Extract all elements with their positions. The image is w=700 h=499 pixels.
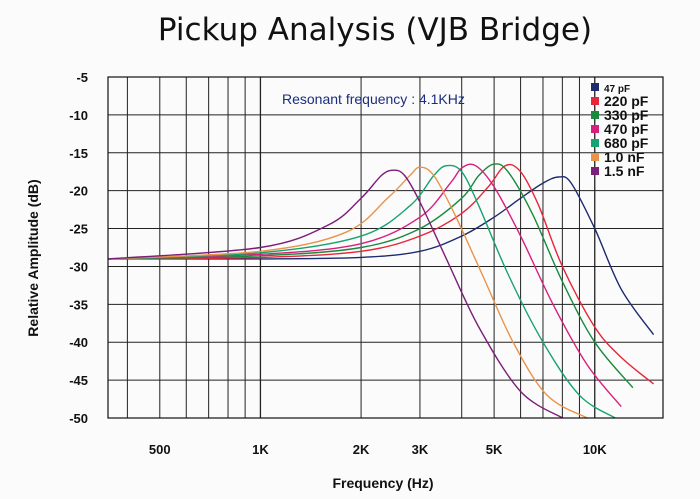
legend-entry: 1.5 nF [604,163,645,179]
legend-entry: 330 pF [604,107,649,123]
legend-swatch [591,83,599,91]
x-tick-label: 1K [252,442,269,457]
legend-entry: 47 pF [604,84,630,95]
y-tick-label: -25 [69,222,88,237]
x-tick-label: 10K [583,442,607,457]
y-tick-label: -40 [69,335,88,350]
legend-swatch [591,97,599,105]
resonant-frequency-annotation: Resonant frequency : 4.1KHz [282,91,465,107]
y-tick-label: -15 [69,146,88,161]
plot-frame [107,76,664,419]
series-line-330-pf [107,163,634,389]
y-tick-label: -50 [69,411,88,426]
y-tick-label: -20 [69,184,88,199]
series-line-1-0-nf [107,166,588,419]
y-axis-label: Relative Amplitude (dB) [25,179,41,336]
legend-swatch [591,139,599,147]
y-tick-label: -10 [69,108,88,123]
legend-entry: 680 pF [604,135,649,151]
legend-swatch [591,125,599,133]
x-tick-label: 5K [486,442,503,457]
legend-swatch [591,153,599,161]
x-axis-label: Frequency (Hz) [332,475,433,491]
series-line-680-pf [107,164,616,419]
x-tick-label: 500 [149,442,171,457]
series-lines [107,163,655,419]
x-tick-labels: 500 1K 2K 3K 5K 10K [149,442,607,457]
y-tick-label: -35 [69,297,88,312]
legend-swatch [591,111,599,119]
series-line-1-5-nf [107,169,563,419]
legend-entry: 220 pF [604,93,649,109]
series-line-220-pf [107,163,655,385]
legend-entry: 470 pF [604,121,649,137]
legend-swatch [591,167,599,175]
y-tick-labels: -5 -10 -15 -20 -25 -30 -35 -40 -45 -50 [69,70,88,426]
series-line-470-pf [107,163,622,408]
x-tick-label: 3K [412,442,429,457]
series-line-47-pf [107,175,655,336]
chart-title: Pickup Analysis (VJB Bridge) [158,12,592,48]
x-tick-label: 2K [353,442,370,457]
legend-entry: 1.0 nF [604,149,645,165]
y-tick-label: -5 [76,70,88,85]
y-tick-label: -45 [69,373,88,388]
y-tick-label: -30 [69,259,88,274]
